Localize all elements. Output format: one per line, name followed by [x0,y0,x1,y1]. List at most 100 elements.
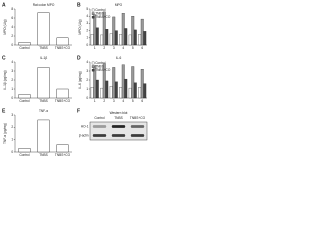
bar [128,34,132,46]
x-tick-label: 4 [122,99,124,103]
y-tick-label: 5 [86,7,88,11]
legend-label: TNBS [95,11,104,15]
panel-label: A [2,2,6,8]
chart-title: Rat colon MPO [33,3,55,7]
bar [56,37,69,46]
band [92,134,107,137]
band [130,125,145,128]
lane-label: Control [94,116,105,120]
bar [37,67,50,99]
y-tick-label: 1 [11,138,13,142]
row-label: HO-1 [81,124,89,128]
bar [109,86,113,99]
band [92,125,107,128]
y-axis-label: MPO (U/g) [3,19,7,34]
x-tick-label: TNBS [39,46,48,50]
bar [93,14,97,46]
legend-swatch [91,68,95,72]
bar [112,16,116,46]
blot-title: Western blot [110,111,128,115]
x-tick-label: TNBS+CO [55,46,71,50]
chart-title: IL-1β [40,56,47,60]
y-tick-label: 3 [86,69,88,73]
y-tick-label: 4 [11,60,13,64]
x-tick-label: 6 [141,46,143,50]
legend-swatch [91,8,95,12]
y-axis-label: IL-6 (pg/mg) [78,71,82,88]
bar [56,88,69,99]
lane-label: TNBS [114,116,123,120]
x-tick-label: 5 [132,99,134,103]
bar [109,33,113,46]
x-tick-label: 1 [94,46,96,50]
bar [18,148,31,153]
y-tick-label: 2 [11,34,13,38]
bar [114,81,118,99]
x-tick-label: Control [19,99,30,103]
legend-swatch [91,61,95,65]
y-tick-label: 1 [86,36,88,40]
x-tick-label: 2 [103,46,105,50]
panel-label: E [2,108,6,114]
bar [95,79,99,99]
y-tick-label: 0 [11,96,13,100]
y-tick-label: 4 [11,25,13,29]
y-axis-label: TNF-α (pg/mg) [3,123,7,144]
legend-swatch [91,65,95,68]
x-tick-label: 1 [94,99,96,103]
bar [124,78,128,99]
bar [18,94,31,99]
bar [100,87,104,99]
bar [121,13,125,46]
bar [56,144,69,153]
bar [90,34,94,46]
y-tick-label: 4 [86,14,88,18]
legend-label: TNBS+CO [95,68,111,72]
bar [90,87,94,99]
x-tick-label: 6 [141,99,143,103]
x-tick-label: 3 [113,99,115,103]
y-tick-label: 3 [11,69,13,73]
y-tick-label: 3 [86,21,88,25]
bar [140,18,144,46]
bar [114,30,118,46]
bar [100,34,104,46]
y-tick-label: 3 [11,113,13,117]
lane-label: TNBS+CO [130,116,146,120]
x-tick-label: TNBS [39,99,48,103]
bar [121,64,125,99]
bar [133,29,137,46]
row-label: β-actin [79,133,89,137]
x-tick-label: 2 [103,99,105,103]
legend-label: TNBS [95,64,104,68]
bar [37,12,50,46]
y-tick-label: 0 [86,43,88,47]
y-tick-label: 1 [11,87,13,91]
bar [112,67,116,99]
x-tick-label: TNBS+CO [55,153,71,157]
panel-label: C [2,55,6,61]
chart-title: TNF-α [39,109,48,113]
y-tick-label: 6 [11,16,13,20]
y-tick-label: 8 [11,7,13,11]
bar [143,83,147,99]
bar [140,69,144,99]
x-tick-label: Control [19,153,30,157]
bar [131,16,135,46]
y-axis-label: IL-1β (pg/mg) [3,70,7,89]
y-tick-label: 2 [11,125,13,129]
bar [124,28,128,46]
y-tick-label: 0 [11,150,13,154]
y-tick-label: 2 [86,78,88,82]
bar [95,27,99,46]
panel-label: D [77,55,81,61]
bar [18,42,31,46]
band [130,134,145,137]
x-tick-label: 4 [122,46,124,50]
chart-title: IL-6 [116,56,122,60]
bar [131,66,135,99]
bar [37,119,50,153]
legend-label: TNBS+CO [95,15,111,19]
y-axis-label: MPO (U/g) [78,19,82,34]
bar [128,87,132,99]
